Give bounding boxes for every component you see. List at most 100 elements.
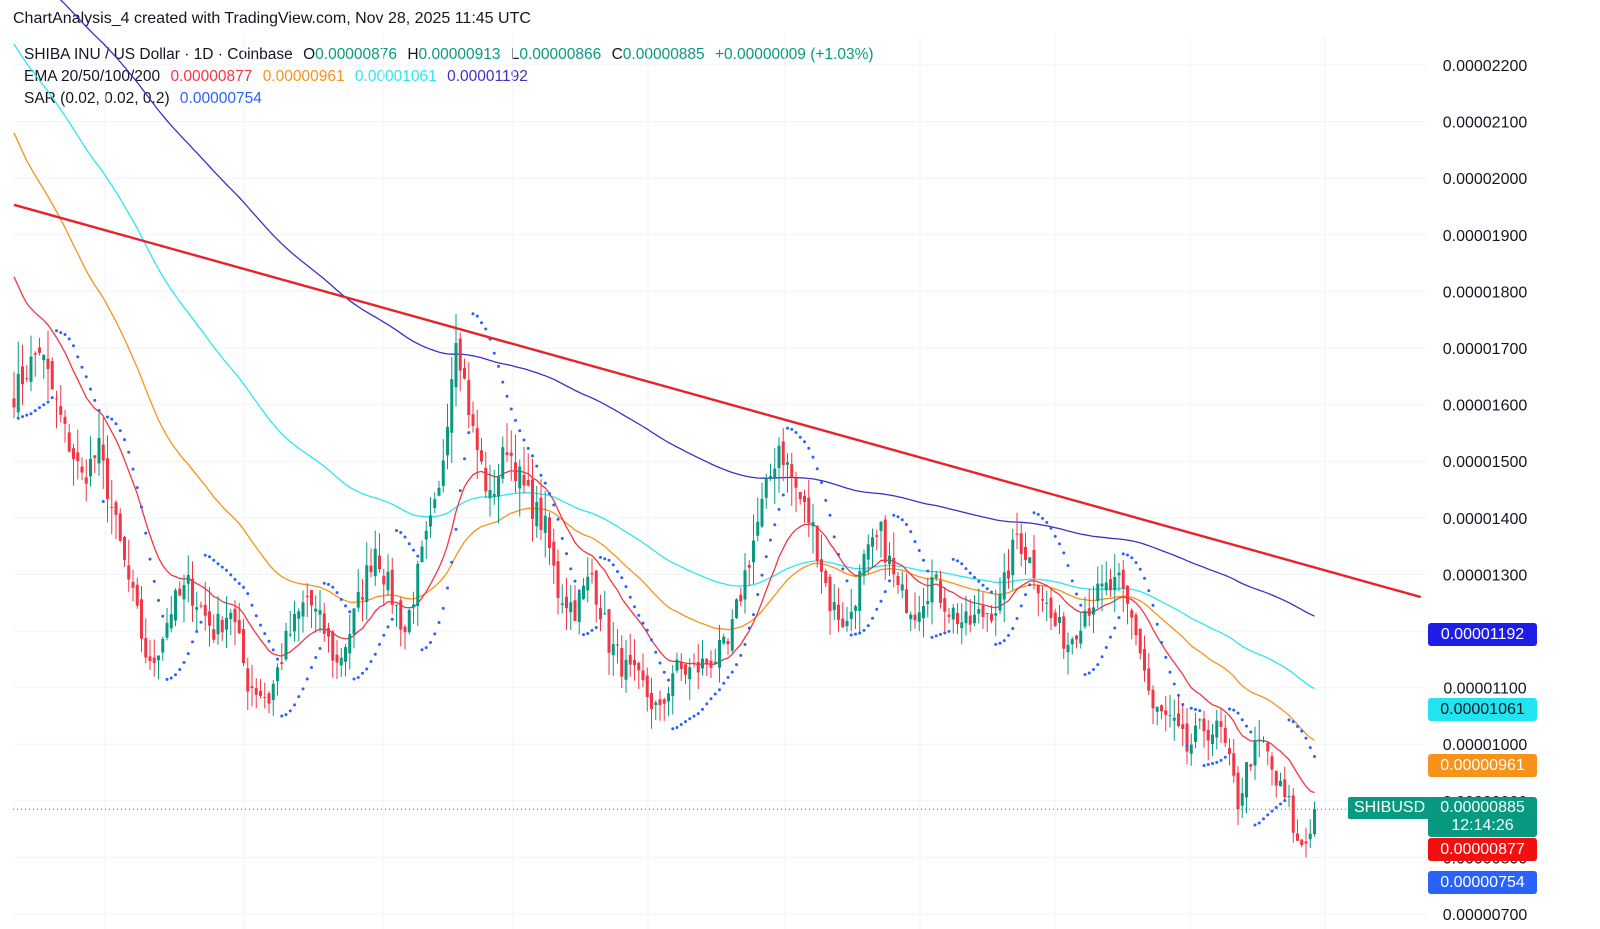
candle-body (339, 657, 343, 666)
candle-6 (38, 337, 41, 356)
candle-229 (985, 612, 989, 632)
candle-body (144, 638, 148, 658)
candle-body (531, 479, 534, 519)
sar-dot (747, 626, 751, 630)
candle-body (331, 631, 335, 661)
sar-dot (1092, 668, 1095, 672)
candle-257 (1104, 561, 1108, 596)
candle-body (450, 379, 454, 433)
sar-dot (161, 614, 165, 618)
candle-215 (926, 577, 930, 618)
sar-dot (169, 676, 173, 680)
sar-dot (475, 314, 479, 318)
candle-body (467, 379, 471, 416)
sar-dot (650, 638, 653, 642)
sar-dot (535, 464, 539, 468)
candle-235 (1011, 528, 1015, 591)
sar-dot (1287, 718, 1291, 722)
candle-174 (752, 514, 755, 585)
candle-body (76, 452, 80, 461)
candle-body (33, 353, 37, 355)
sar-dot (565, 552, 568, 556)
candle-219 (943, 586, 947, 632)
candle-256 (1100, 564, 1104, 612)
candle-131 (569, 585, 573, 631)
candle-149 (645, 667, 649, 712)
candle-180 (777, 437, 781, 493)
candle-body (815, 525, 819, 561)
candle-body (616, 644, 619, 646)
ema50-line (13, 132, 1315, 742)
candle-body (998, 593, 1002, 611)
sar-dot (1151, 603, 1155, 607)
sar-dot (1134, 561, 1138, 565)
candle-148 (641, 653, 645, 688)
candle-body (1240, 793, 1244, 806)
candle-body (208, 611, 211, 626)
candle-251 (1079, 612, 1083, 649)
candle-body (1049, 597, 1053, 619)
sar-dot (297, 695, 301, 699)
sar-dot (509, 407, 513, 411)
sar-dot (1015, 617, 1019, 621)
sar-dot (1032, 511, 1036, 515)
sar-dot (888, 579, 891, 583)
y-tick-1: 0.00002100 (1443, 115, 1528, 132)
candle-69 (305, 583, 309, 618)
candle-body (365, 565, 369, 603)
sar-dot (922, 558, 925, 562)
sar-dot (237, 581, 241, 585)
candle-body (1045, 602, 1049, 604)
price-axis: 0.00002200 0.00002100 0.00002000 0.00001900… (1443, 58, 1528, 924)
candle-283 (1215, 710, 1219, 750)
candle-228 (981, 592, 985, 630)
sar-dot (356, 676, 360, 680)
sar-dot (327, 582, 330, 586)
candle-body (1096, 583, 1100, 602)
candle-body (824, 570, 828, 584)
candle-body (599, 608, 602, 620)
candle-68 (301, 590, 305, 633)
candle-body (212, 629, 216, 640)
ema-lines (13, 0, 1315, 794)
sar-dot (1075, 592, 1078, 596)
candle-body (263, 696, 267, 698)
candle-269 (1155, 706, 1159, 726)
candle-body (46, 358, 50, 370)
candle-73 (322, 602, 326, 642)
sar-dot (118, 429, 122, 433)
sar-dot (752, 613, 755, 617)
candle-113 (492, 469, 496, 505)
candle-243 (1045, 590, 1049, 622)
sar-dot (441, 606, 445, 610)
candle-44 (199, 601, 203, 609)
sar-dot (135, 486, 139, 490)
sar-dot (815, 467, 819, 471)
candle-232 (998, 577, 1002, 615)
sar-dot (84, 375, 88, 379)
sar-dot (739, 653, 743, 657)
candle-81 (356, 569, 360, 613)
candle-body (688, 667, 692, 680)
candle-259 (1113, 553, 1117, 613)
sar-dot (1219, 758, 1223, 762)
sar-dot (1262, 817, 1265, 821)
sar-dot (883, 590, 887, 594)
candle-body (1177, 713, 1180, 726)
candle-body (854, 606, 857, 611)
sar-dot (1211, 761, 1214, 765)
sar-dot (1249, 730, 1253, 734)
sar-dot (616, 569, 619, 573)
candle-175 (756, 497, 760, 542)
candle-271 (1164, 695, 1168, 732)
candle-body (1007, 570, 1010, 579)
candle-body (186, 575, 190, 584)
candle-204 (879, 520, 883, 558)
candle-197 (849, 588, 853, 632)
sar-dot (318, 647, 322, 651)
candle-body (335, 654, 339, 663)
sar-dot (403, 535, 407, 539)
candle-body (254, 687, 258, 695)
ohlc-open: O0.00000876 (303, 46, 398, 63)
